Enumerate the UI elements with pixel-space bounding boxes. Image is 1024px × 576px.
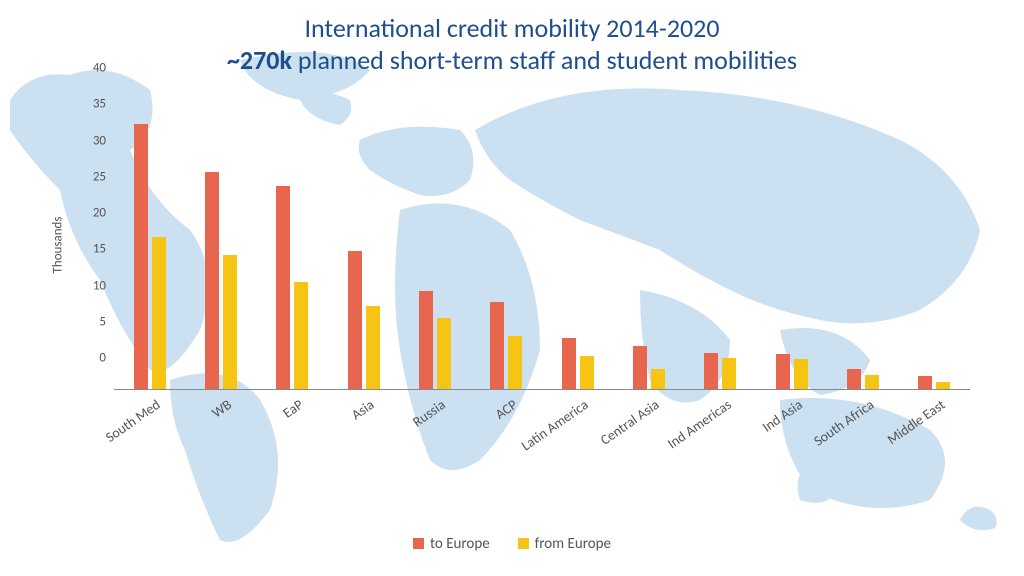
y-tick: 0 (70, 351, 106, 366)
plot-area (114, 100, 970, 390)
bar (366, 306, 380, 389)
legend-swatch (518, 538, 529, 549)
x-tick-label: Russia (410, 396, 449, 430)
y-tick: 35 (70, 97, 106, 112)
x-tick-label: EaP (280, 396, 307, 422)
x-tick-label: WB (209, 396, 235, 421)
legend: to Europe from Europe (0, 535, 1024, 555)
bar (936, 382, 950, 389)
bar (490, 302, 504, 389)
bar (152, 237, 166, 389)
y-tick: 25 (70, 169, 106, 184)
title-line-2: ~270k planned short-term staff and stude… (0, 44, 1024, 76)
x-tick-label: ACP (492, 396, 520, 423)
bar (704, 353, 718, 389)
bar (205, 172, 219, 390)
bar (348, 251, 362, 389)
bar (508, 336, 522, 389)
legend-swatch (413, 538, 424, 549)
x-tick-label: Ind Asia (759, 396, 806, 436)
y-tick: 40 (70, 61, 106, 76)
x-tick-label: Asia (348, 396, 377, 423)
y-tick: 20 (70, 206, 106, 221)
y-tick: 30 (70, 133, 106, 148)
bar (437, 318, 451, 389)
bar (223, 255, 237, 389)
bar (633, 346, 647, 390)
y-axis: Thousands 0510152025303540 (70, 100, 110, 390)
title-rest: planned short-term staff and student mob… (292, 44, 797, 76)
bar (580, 356, 594, 389)
y-axis-label: Thousands (51, 217, 66, 274)
title-bold: ~270k (227, 44, 292, 76)
bar (865, 375, 879, 390)
bar (134, 124, 148, 389)
x-axis-labels: South MedWBEaPAsiaRussiaACPLatin America… (114, 390, 970, 436)
y-tick: 10 (70, 278, 106, 293)
legend-item: to Europe (413, 535, 490, 553)
y-tick: 5 (70, 314, 106, 329)
bar (562, 338, 576, 389)
legend-label: to Europe (430, 535, 490, 553)
bar (776, 354, 790, 389)
bar (918, 376, 932, 389)
bar (294, 282, 308, 389)
legend-label: from Europe (535, 535, 611, 553)
bar (794, 359, 808, 389)
bar (276, 186, 290, 389)
slide: International credit mobility 2014-2020 … (0, 0, 1024, 576)
y-tick: 15 (70, 242, 106, 257)
bar (847, 369, 861, 389)
legend-item: from Europe (518, 535, 611, 553)
bar (651, 369, 665, 389)
bar (722, 358, 736, 389)
bar (419, 291, 433, 389)
bar-chart: Thousands 0510152025303540 South MedWBEa… (70, 100, 970, 430)
title-line-1: International credit mobility 2014-2020 (0, 12, 1024, 44)
title-block: International credit mobility 2014-2020 … (0, 12, 1024, 76)
